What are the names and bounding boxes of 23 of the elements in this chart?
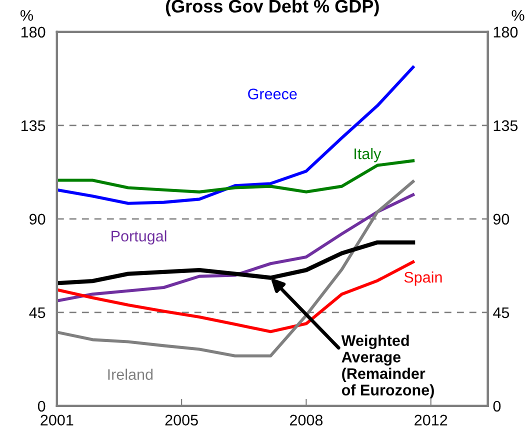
annotation: Weighted Average (Remainder of Eurozone) — [341, 334, 434, 398]
y-tick-label: 0 — [38, 400, 46, 412]
y2-axis-title: % — [512, 10, 524, 21]
y-tick-label: 180 — [21, 26, 46, 38]
x-tick-label: 2012 — [414, 414, 448, 426]
text: Greece — [248, 88, 297, 100]
series-label: Spain — [404, 271, 442, 286]
line-series — [56, 66, 415, 205]
x-tick-label: 2008 — [290, 414, 323, 426]
y2-tick-label: 180 — [494, 26, 518, 38]
y-tick-label: 45 — [29, 307, 46, 318]
x-tick-label: 2001 — [40, 414, 74, 426]
x-tick-label: 2005 — [165, 414, 198, 426]
y-tick-label: 90 — [30, 214, 46, 225]
y2-tick-label: 45 — [493, 307, 510, 318]
y-axis-title: % — [20, 10, 34, 21]
series-label: Italy — [354, 148, 382, 162]
y-tick-label: 135 — [21, 120, 46, 132]
series-label: Ireland — [108, 368, 153, 380]
text: Portugal — [112, 230, 166, 245]
y2-tick-label: 135 — [494, 120, 518, 132]
y2-tick-label: 0 — [493, 400, 501, 412]
y2-tick-label: 90 — [493, 214, 510, 225]
